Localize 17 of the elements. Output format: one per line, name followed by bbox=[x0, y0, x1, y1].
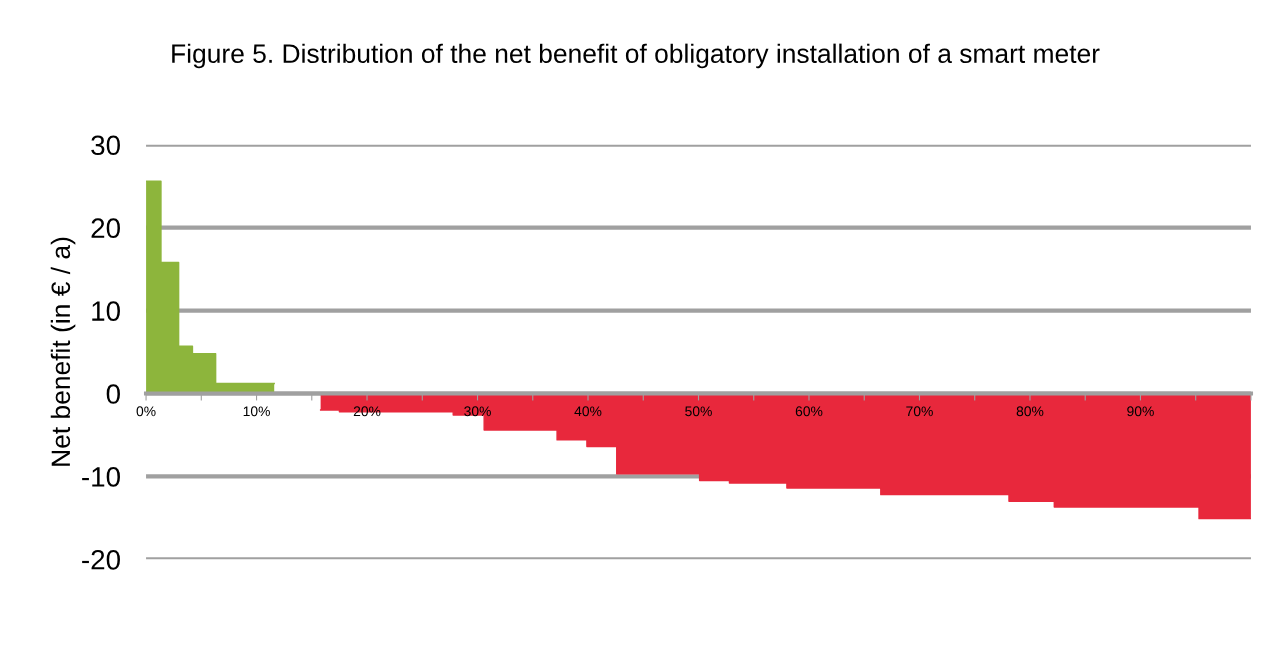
x-tick-label: 40% bbox=[574, 406, 602, 417]
x-tick-label: 90% bbox=[1127, 406, 1154, 417]
y-axis-title: Net benefit (in € / a) bbox=[50, 237, 76, 466]
x-tick-label: 30% bbox=[464, 406, 491, 417]
x-tick-label: 80% bbox=[1016, 406, 1044, 417]
y-tick-label: 10 bbox=[92, 301, 120, 321]
chart-title: Figure 5. Distribution of the net benefit of obligatory installation of a smart meter bbox=[172, 43, 1100, 69]
y-tick-label: -10 bbox=[82, 467, 120, 487]
y-tick-label: 20 bbox=[91, 218, 120, 239]
x-tick-label: 70% bbox=[906, 406, 933, 417]
x-tick-label: 60% bbox=[795, 406, 823, 417]
y-tick-label: 30 bbox=[91, 135, 120, 156]
x-tick-label: 10% bbox=[243, 406, 270, 417]
x-tick-label: 0% bbox=[136, 406, 156, 417]
x-tick-label: 50% bbox=[685, 406, 712, 417]
y-tick-label: 0 bbox=[106, 384, 120, 404]
y-tick-label: -20 bbox=[82, 549, 120, 570]
